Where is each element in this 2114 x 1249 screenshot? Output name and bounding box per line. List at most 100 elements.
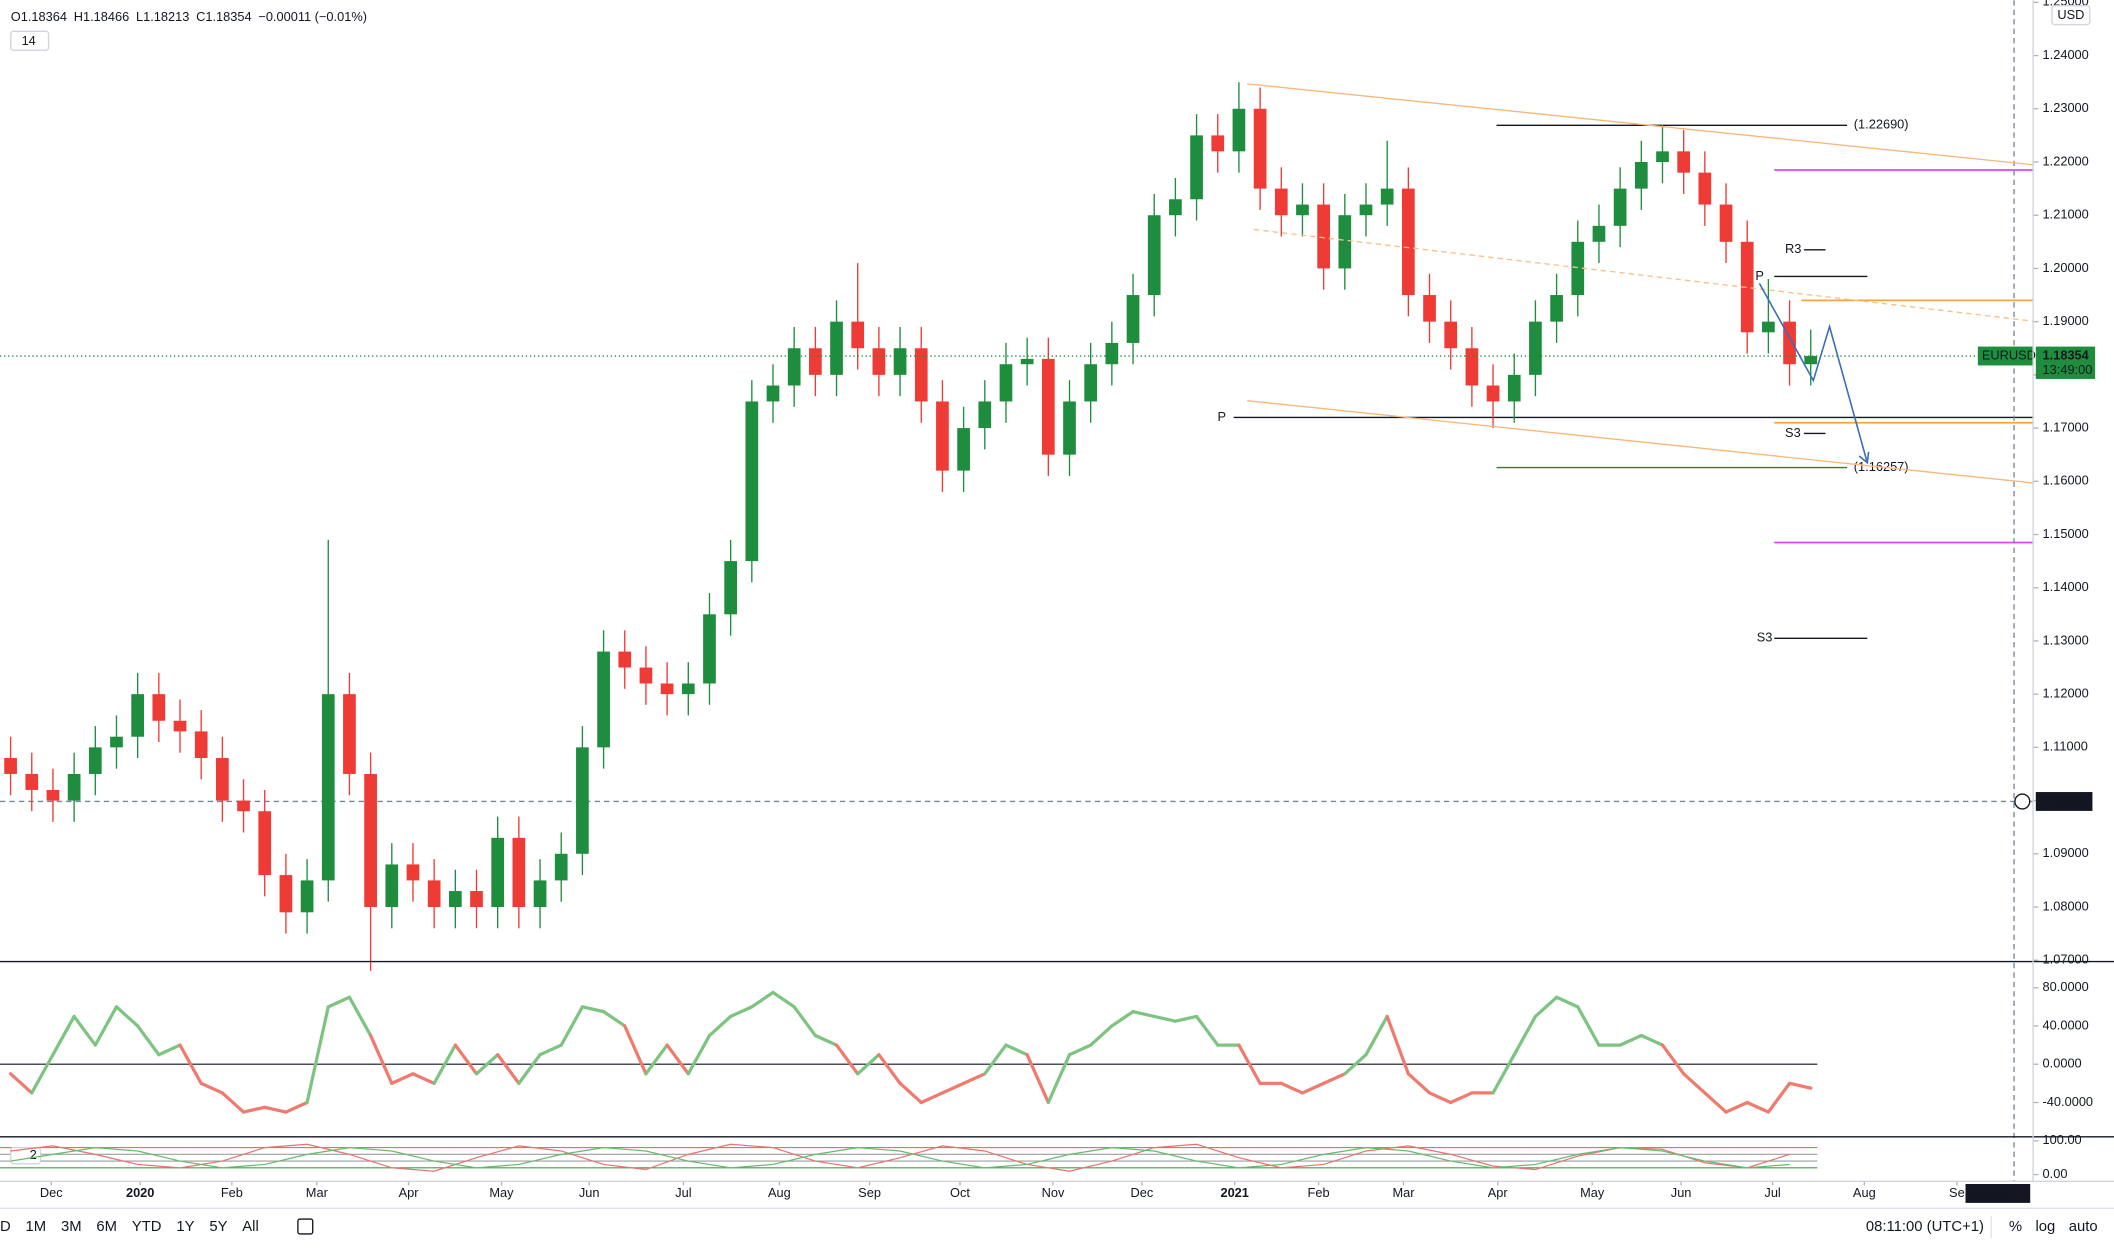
scale-option[interactable]: % [2009, 1219, 2022, 1235]
level-label: R3 [1785, 241, 1801, 256]
ohlc-value: L1.18213 [136, 9, 189, 24]
oscillator-segment [1025, 1053, 1050, 1105]
oscillator-segment [1194, 1014, 1220, 1047]
x-tick-label: May [1580, 1185, 1605, 1200]
oscillator-segment [665, 1043, 690, 1076]
oscillator-segment [644, 1043, 669, 1076]
candle-body [1762, 321, 1775, 333]
oscillator-segment [1322, 1072, 1347, 1085]
y-tick-label: 1.07000 [2043, 952, 2089, 967]
oscillator-segment [1300, 1081, 1326, 1095]
oscillator-segment [30, 1053, 55, 1095]
ohlc-value: C1.18354 [196, 9, 252, 24]
candle-body [999, 364, 1013, 402]
candle-body [1592, 225, 1606, 242]
oscillator-segment [136, 1024, 161, 1057]
candle-body [88, 747, 102, 774]
x-tick-label: Dec [1131, 1185, 1154, 1200]
candle-body [1169, 199, 1182, 216]
trend-line [1247, 83, 2034, 166]
y-tick-label: 1.21000 [2043, 207, 2089, 222]
range-button[interactable]: 3M [61, 1219, 82, 1235]
indicator-box[interactable] [10, 30, 50, 51]
stoch-line [10, 1146, 1790, 1169]
oscillator-segment [1703, 1091, 1728, 1114]
oscillator-segment [241, 1105, 267, 1114]
oscillator-segment [157, 1043, 182, 1057]
oscillator-segment [1343, 1053, 1368, 1076]
oscillator-segment [1618, 1033, 1643, 1047]
level-label: P [1755, 268, 1764, 283]
y-tick-label: 1.13000 [2043, 632, 2089, 647]
x-tick-label: Sep [858, 1185, 881, 1200]
oscillator-segment [51, 1014, 76, 1057]
oscillator-segment [1639, 1033, 1665, 1047]
oscillator-segment [1745, 1100, 1770, 1114]
oscillator-segment [1131, 1010, 1156, 1019]
y-tick-label: 1.12000 [2043, 686, 2089, 701]
oscillator-segment [263, 1105, 288, 1114]
y-tick-label: 1.17000 [2043, 419, 2089, 434]
candle-body [681, 683, 695, 695]
candle-body [173, 720, 187, 732]
y-tick-label: 1.24000 [2043, 47, 2089, 62]
currency-box[interactable] [2051, 4, 2091, 26]
y-tick-label: 40.0000 [2043, 1017, 2089, 1032]
y-tick-label: 1.11000 [2043, 739, 2088, 754]
y-tick-label: 1.08000 [2043, 898, 2089, 913]
date-range-icon[interactable] [297, 1218, 314, 1235]
y-tick-label: 1.19000 [2043, 313, 2089, 328]
range-button[interactable]: 6M [96, 1219, 117, 1235]
candle-body [1296, 204, 1309, 216]
timezone[interactable]: 08:11:00 (UTC+1) [1866, 1219, 1984, 1235]
candle-body [554, 853, 568, 881]
scale-option[interactable]: auto [2069, 1219, 2098, 1235]
arrow-head [1858, 451, 1870, 465]
x-tick-label: 2020 [126, 1185, 154, 1200]
x-tick-label: Se [1949, 1185, 1965, 1200]
y-tick-label: 0.0000 [2043, 1056, 2082, 1071]
range-button[interactable]: 5Y [209, 1219, 227, 1235]
oscillator-segment [707, 1014, 733, 1038]
x-tick-label: 2021 [1220, 1185, 1248, 1200]
y-tick-label: 1.22000 [2043, 153, 2089, 168]
candle-body [1613, 188, 1627, 226]
candle-body [936, 401, 949, 471]
oscillator-segment [1173, 1014, 1199, 1023]
oscillator-segment [305, 1005, 330, 1105]
candle-body [809, 348, 822, 375]
x-tick-label: Jun [1671, 1185, 1692, 1200]
candle-body [1465, 348, 1479, 386]
range-button[interactable]: 1M [26, 1219, 47, 1235]
oscillator-segment [496, 1053, 521, 1085]
scale-option[interactable]: log [2036, 1219, 2056, 1235]
pane-label: 2 [30, 1147, 37, 1162]
oscillator-segment [559, 1005, 585, 1047]
countdown: 13:49:00 [2043, 362, 2093, 377]
oscillator-segment [199, 1081, 224, 1095]
candle-body [216, 758, 229, 801]
oscillator-segment [729, 1005, 754, 1019]
candle-body [491, 837, 505, 908]
x-tick-label: Aug [1853, 1185, 1876, 1200]
oscillator-segment [1152, 1014, 1178, 1023]
oscillator-segment [432, 1043, 457, 1085]
indicator-length: 14 [22, 33, 36, 48]
range-button[interactable]: All [242, 1219, 258, 1235]
y-tick-label: -40.0000 [2043, 1094, 2094, 1109]
range-button[interactable]: D [0, 1219, 11, 1235]
candle-body [364, 773, 377, 908]
range-button[interactable]: 1Y [176, 1219, 194, 1235]
oscillator-segment [347, 995, 373, 1038]
candle-body [1190, 135, 1203, 200]
y-tick-label: 1.15000 [2043, 526, 2089, 541]
oscillator-segment [1427, 1091, 1453, 1105]
candle-body [1359, 204, 1373, 216]
oscillator-segment [326, 995, 352, 1009]
candle-body [639, 667, 653, 684]
crosshair-add[interactable] [2014, 793, 2031, 810]
range-button[interactable]: YTD [132, 1219, 162, 1235]
candle-body [300, 880, 314, 913]
oscillator-segment [580, 1005, 606, 1014]
trend-line [1247, 400, 2034, 484]
